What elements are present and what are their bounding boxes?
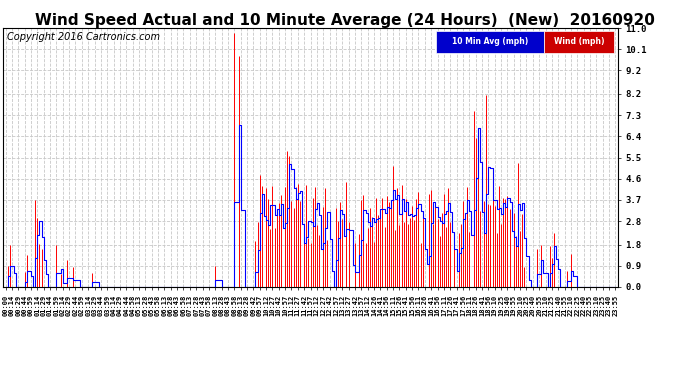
Text: Wind Speed Actual and 10 Minute Average (24 Hours)  (New)  20160920: Wind Speed Actual and 10 Minute Average … bbox=[35, 13, 655, 28]
FancyBboxPatch shape bbox=[436, 31, 544, 53]
FancyBboxPatch shape bbox=[544, 31, 615, 53]
Text: 10 Min Avg (mph): 10 Min Avg (mph) bbox=[452, 37, 529, 46]
Text: Copyright 2016 Cartronics.com: Copyright 2016 Cartronics.com bbox=[6, 32, 159, 42]
Text: Wind (mph): Wind (mph) bbox=[554, 37, 604, 46]
